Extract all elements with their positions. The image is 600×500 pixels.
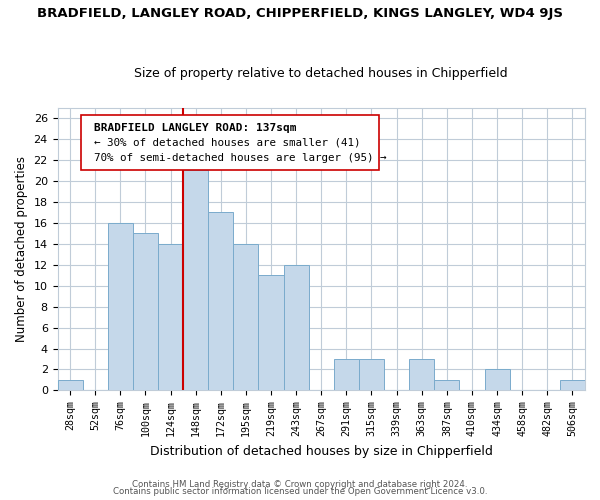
Bar [58, 380, 83, 390]
Bar [560, 380, 585, 390]
X-axis label: Distribution of detached houses by size in Chipperfield: Distribution of detached houses by size … [150, 444, 493, 458]
Text: ← 30% of detached houses are smaller (41): ← 30% of detached houses are smaller (41… [94, 138, 361, 148]
Bar [108, 223, 133, 390]
Bar [359, 359, 384, 390]
Bar [158, 244, 183, 390]
Bar [434, 380, 460, 390]
Title: Size of property relative to detached houses in Chipperfield: Size of property relative to detached ho… [134, 67, 508, 80]
Bar [233, 244, 259, 390]
FancyBboxPatch shape [81, 114, 379, 170]
Y-axis label: Number of detached properties: Number of detached properties [15, 156, 28, 342]
Text: 70% of semi-detached houses are larger (95) →: 70% of semi-detached houses are larger (… [94, 153, 387, 163]
Bar [259, 275, 284, 390]
Bar [485, 370, 509, 390]
Text: BRADFIELD, LANGLEY ROAD, CHIPPERFIELD, KINGS LANGLEY, WD4 9JS: BRADFIELD, LANGLEY ROAD, CHIPPERFIELD, K… [37, 8, 563, 20]
Bar [334, 359, 359, 390]
Text: BRADFIELD LANGLEY ROAD: 137sqm: BRADFIELD LANGLEY ROAD: 137sqm [94, 123, 297, 133]
Bar [208, 212, 233, 390]
Text: Contains HM Land Registry data © Crown copyright and database right 2024.: Contains HM Land Registry data © Crown c… [132, 480, 468, 489]
Bar [133, 234, 158, 390]
Bar [183, 170, 208, 390]
Text: Contains public sector information licensed under the Open Government Licence v3: Contains public sector information licen… [113, 487, 487, 496]
Bar [284, 264, 309, 390]
Bar [409, 359, 434, 390]
